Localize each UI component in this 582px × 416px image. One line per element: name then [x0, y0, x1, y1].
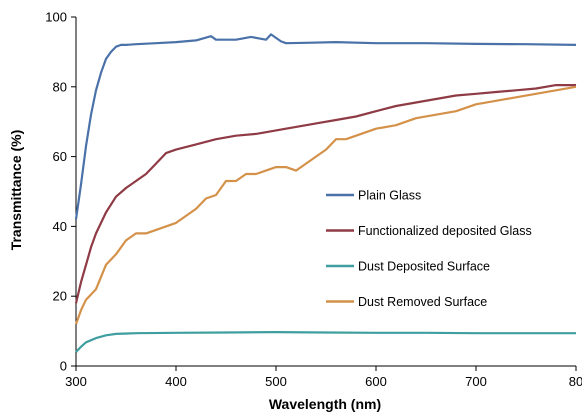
x-tick-label: 300	[65, 374, 87, 389]
y-ticks: 0 20 40 60 80 100	[45, 10, 76, 374]
plot-area: 300 400 500 600 700 80 0 20 40 60 80 100	[45, 10, 582, 390]
legend-item: Dust Deposited Surface	[326, 260, 490, 274]
x-axis-title: Wavelength (nm)	[269, 396, 381, 412]
series-lines	[74, 33, 577, 353]
y-tick-label: 80	[53, 79, 67, 94]
series-line-plain-glass	[74, 33, 577, 220]
y-tick-label: 40	[53, 219, 67, 234]
legend-item: Functionalized deposited Glass	[326, 224, 532, 238]
y-tick-label: 60	[53, 149, 67, 164]
legend-item: Dust Removed Surface	[326, 295, 487, 309]
y-tick-label: 0	[60, 359, 67, 374]
x-tick-label: 700	[465, 374, 487, 389]
y-axis-title: Transmittance (%)	[8, 130, 24, 251]
legend-label: Plain Glass	[358, 189, 421, 203]
series-line-dust-removed-surface	[74, 85, 577, 325]
x-tick-label: 500	[265, 374, 287, 389]
series-line-dust-deposited-surface	[75, 331, 576, 353]
x-tick-label: 80	[569, 374, 582, 389]
legend-label: Dust Removed Surface	[358, 295, 487, 309]
legend: Plain Glass Functionalized deposited Glas…	[326, 189, 532, 309]
y-tick-label: 100	[45, 10, 67, 25]
series-line-functionalized-deposited-glass	[74, 84, 576, 304]
x-tick-label: 400	[165, 374, 187, 389]
legend-label: Dust Deposited Surface	[358, 260, 490, 274]
legend-item: Plain Glass	[326, 189, 421, 203]
x-ticks: 300 400 500 600 700 80	[65, 366, 582, 389]
y-tick-label: 20	[53, 289, 67, 304]
legend-label: Functionalized deposited Glass	[358, 224, 532, 238]
x-tick-label: 600	[365, 374, 387, 389]
